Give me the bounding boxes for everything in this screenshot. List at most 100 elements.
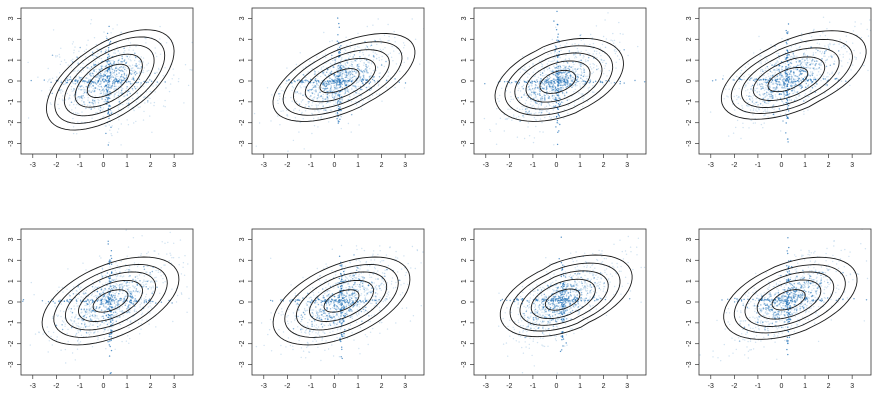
scatter-point <box>339 68 342 70</box>
scatter-point <box>115 78 117 80</box>
scatter-point <box>80 296 82 298</box>
scatter-point <box>794 74 796 77</box>
scatter-point <box>573 63 575 66</box>
scatter-point <box>570 78 572 81</box>
scatter-point <box>325 102 328 105</box>
scatter-point <box>80 89 82 91</box>
scatter-point <box>781 76 783 79</box>
density-contour <box>74 53 143 108</box>
scatter-point <box>138 300 140 303</box>
scatter-point <box>843 44 845 47</box>
scatter-point <box>337 81 339 84</box>
scatter-point <box>87 67 89 69</box>
scatter-point <box>137 322 140 324</box>
scatter-point <box>55 339 58 341</box>
scatter-point <box>110 126 112 128</box>
scatter-point <box>38 331 40 334</box>
scatter-point <box>521 105 523 108</box>
scatter-point <box>333 88 336 91</box>
scatter-point <box>751 106 753 108</box>
scatter-point <box>750 88 752 90</box>
scatter-point <box>790 70 793 72</box>
scatter-point <box>794 68 797 71</box>
scatter-point <box>540 104 543 106</box>
scatter-point <box>99 79 102 82</box>
scatter-point <box>773 82 775 84</box>
scatter-point <box>524 66 526 68</box>
scatter-point <box>49 102 52 104</box>
scatter-point <box>394 78 396 80</box>
scatter-point <box>759 49 762 51</box>
scatter-point <box>198 260 199 261</box>
scatter-point <box>296 79 299 82</box>
scatter-point <box>387 23 389 26</box>
scatter-point <box>772 96 774 98</box>
scatter-point <box>105 88 108 91</box>
scatter-point <box>101 71 104 73</box>
scatter-point <box>127 39 130 41</box>
scatter-point <box>338 51 341 53</box>
scatter-point <box>549 118 552 120</box>
scatter-point <box>531 91 533 93</box>
scatter-point <box>722 78 724 80</box>
scatter-point <box>749 109 752 111</box>
scatter-point <box>117 114 119 116</box>
scatter-point <box>368 86 370 88</box>
scatter-point <box>98 57 101 59</box>
scatter-point <box>824 61 826 64</box>
scatter-point <box>60 303 63 305</box>
scatter-point <box>333 86 336 89</box>
scatter-point <box>770 76 772 79</box>
scatter-point <box>372 24 374 26</box>
scatter-point <box>559 77 561 80</box>
scatter-point <box>767 68 769 70</box>
scatter-point <box>120 123 123 125</box>
scatter-point <box>593 67 595 69</box>
scatter-point <box>338 80 341 83</box>
scatter-point <box>125 75 128 77</box>
scatter-point <box>108 103 111 106</box>
scatter-point <box>527 72 529 75</box>
scatter-point <box>393 50 395 52</box>
scatter-point <box>107 100 109 103</box>
scatter-point <box>326 68 329 70</box>
scatter-point <box>608 69 610 72</box>
scatter-point <box>311 84 314 87</box>
scatter-point <box>350 131 352 133</box>
scatter-point <box>78 69 80 72</box>
scatter-point <box>332 90 335 92</box>
scatter-point <box>360 108 363 110</box>
scatter-point <box>47 67 49 70</box>
scatter-point <box>337 44 339 46</box>
scatter-point <box>764 69 766 72</box>
scatter-point <box>525 81 527 84</box>
scatter-point <box>160 275 162 277</box>
scatter-point <box>280 110 282 113</box>
scatter-point <box>537 106 540 108</box>
scatter-point <box>551 106 553 108</box>
scatter-point <box>831 71 833 73</box>
scatter-point <box>279 93 281 95</box>
scatter-point <box>810 82 812 85</box>
scatter-point <box>582 57 584 59</box>
scatter-point <box>756 87 759 90</box>
scatter-point <box>560 66 562 69</box>
x-tick-label: -1 <box>755 162 761 169</box>
scatter-point <box>615 67 617 69</box>
scatter-point <box>329 62 332 65</box>
scatter-point <box>604 65 606 67</box>
scatter-point <box>301 99 304 102</box>
scatter-point <box>525 69 527 72</box>
scatter-point <box>557 76 560 79</box>
scatter-point <box>553 85 556 88</box>
scatter-point <box>294 91 296 93</box>
scatter-point <box>780 72 782 75</box>
scatter-point <box>107 144 110 146</box>
scatter-point <box>614 48 616 51</box>
scatter-point <box>540 102 543 104</box>
scatter-point <box>365 63 367 66</box>
scatter-point <box>577 50 579 52</box>
scatter-point <box>822 78 825 80</box>
scatter-point <box>109 91 111 93</box>
scatter-point <box>333 66 335 68</box>
